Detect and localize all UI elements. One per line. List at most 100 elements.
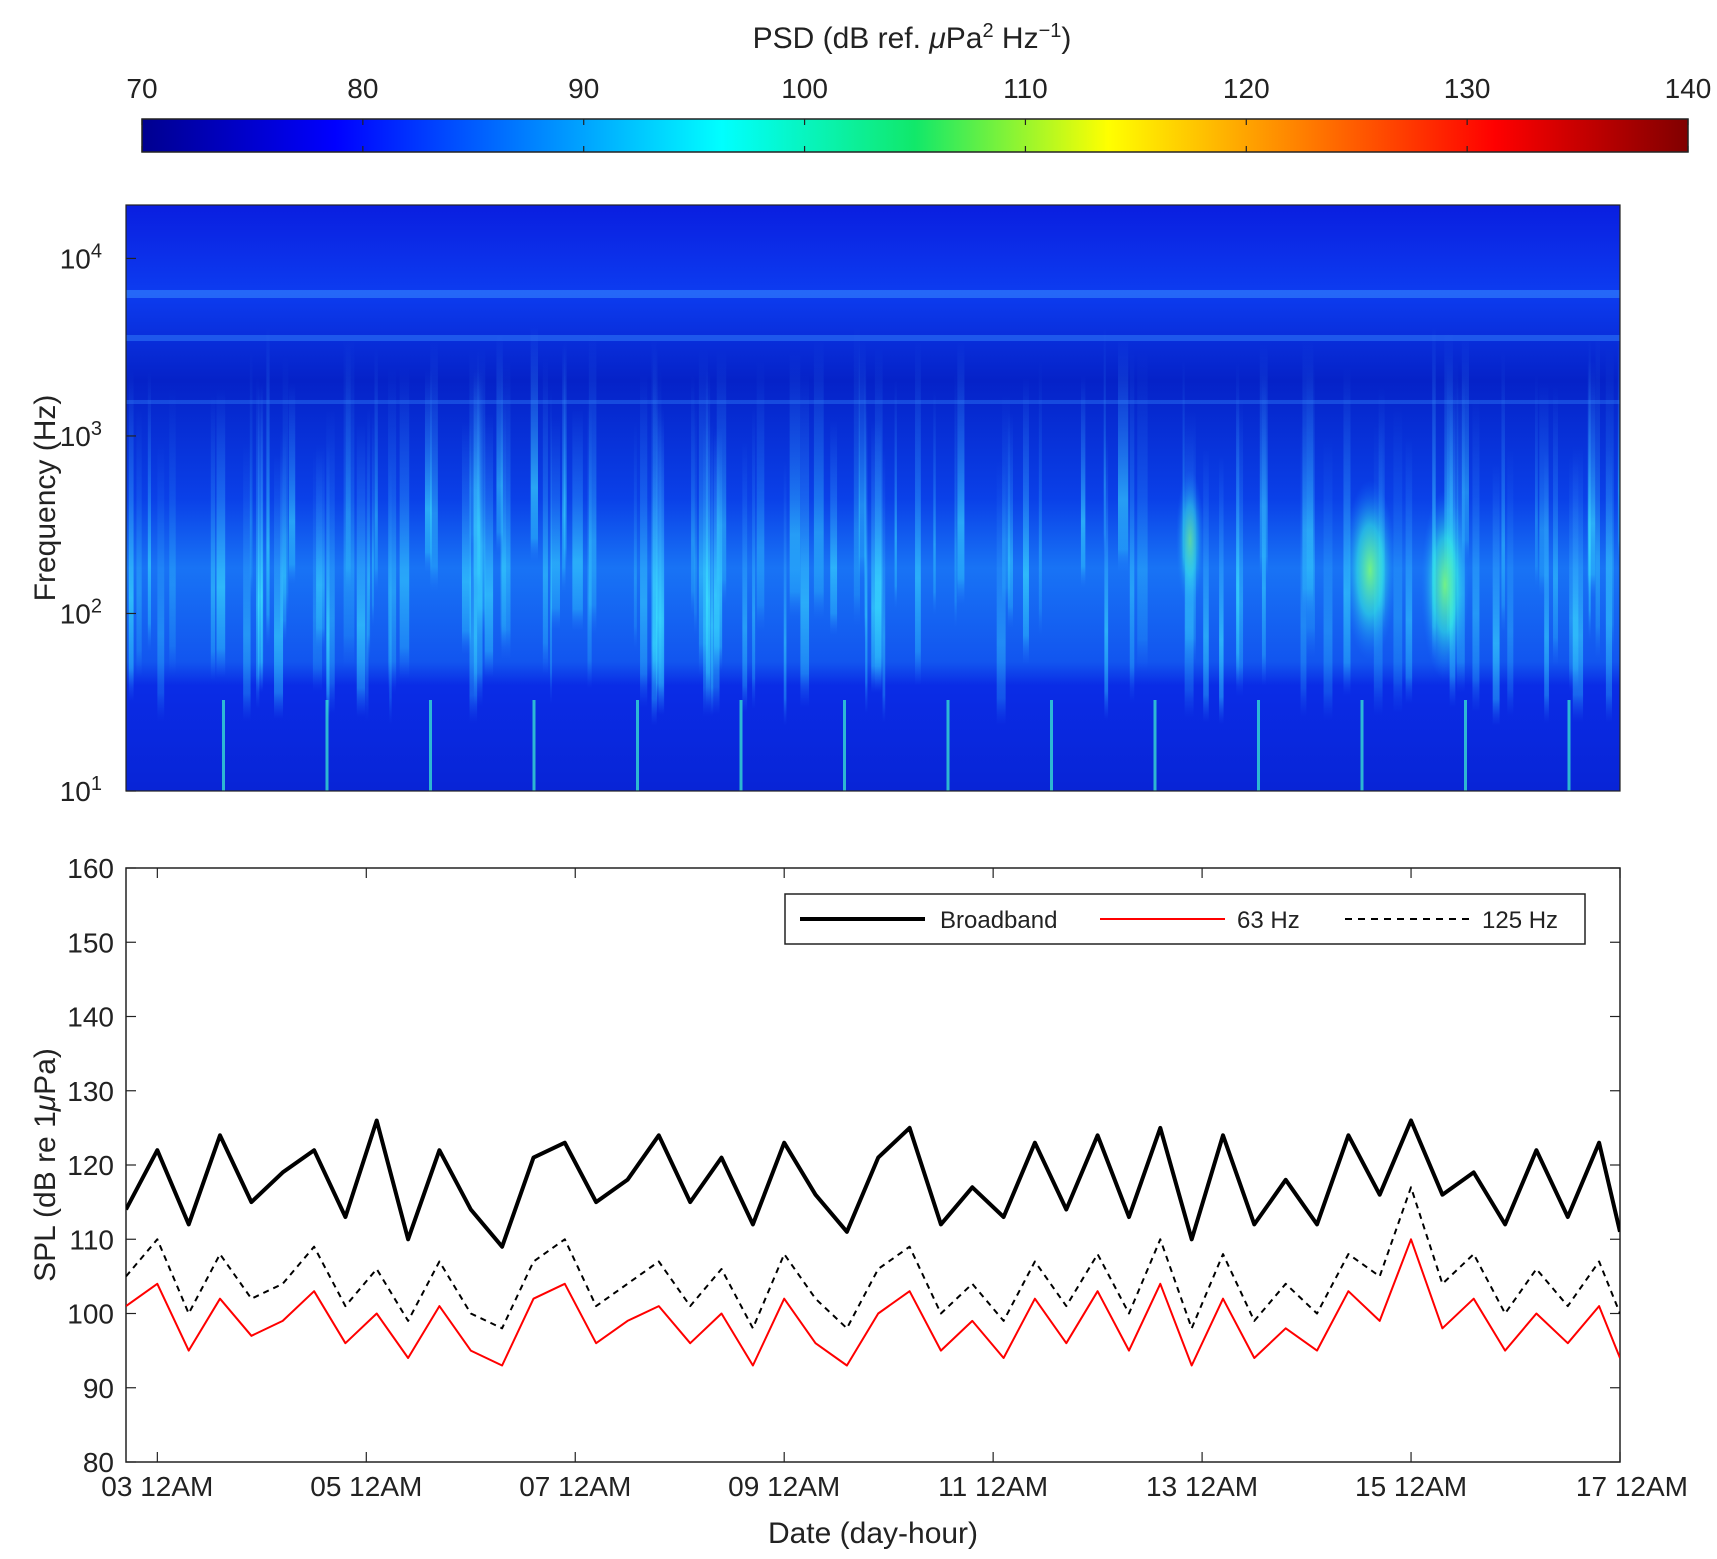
spectrogram-streak (210, 394, 216, 752)
spectrogram-streak (865, 403, 868, 791)
low-frequency-pulses (222, 700, 1571, 791)
line-x-tick-label: 07 12AM (519, 1471, 631, 1502)
spectrogram-streak (752, 406, 756, 785)
spectrogram-streak (1219, 455, 1224, 791)
spectrogram-streak (1302, 341, 1314, 685)
spectrogram-streak (501, 360, 511, 734)
colorbar-tick-label: 130 (1444, 73, 1491, 104)
spectrogram-streak (461, 422, 471, 713)
spectrogram-streak (1393, 404, 1403, 791)
spectrogram-streak (716, 349, 727, 669)
spectrogram-streak (874, 345, 883, 778)
tonal-band-lower (126, 400, 1620, 404)
line-y-tick-label: 160 (67, 853, 114, 884)
spectrogram-streak (1569, 455, 1579, 752)
legend-label-125hz: 125 Hz (1482, 907, 1558, 934)
hotspot-13 (1176, 470, 1204, 610)
low-frequency-pulse (1257, 700, 1260, 791)
line-y-tick-label: 80 (83, 1447, 114, 1478)
spectrogram-streak (257, 385, 263, 770)
low-frequency-pulse (1567, 700, 1571, 791)
spectrogram-streak (274, 454, 284, 786)
spectrogram-streak (693, 397, 697, 696)
colorbar-tick-label: 120 (1223, 73, 1270, 104)
spectrogram-streak (266, 326, 270, 727)
spectrogram-streak (651, 461, 657, 791)
line-y-tick-label: 90 (83, 1373, 114, 1404)
spectrogram-frame (125, 204, 1621, 792)
spectrogram-streak (1236, 398, 1244, 771)
spectrogram-streak (484, 413, 494, 743)
spectrogram-streak (698, 348, 709, 759)
spectrogram-streak (157, 441, 165, 791)
spectrogram-streak (1080, 375, 1086, 641)
spectrogram-streak (756, 360, 765, 700)
line-series (126, 1118, 1620, 1367)
spectrogram-streak (343, 336, 355, 752)
low-frequency-pulse (1050, 700, 1053, 791)
spectrogram-streak (588, 333, 597, 710)
spectrogram-streak (249, 351, 253, 662)
spectrogram-streak (830, 419, 838, 689)
spectrogram-y-tick-label: 103 (60, 418, 102, 452)
line-chart-panel: 80 90 100 110 120 130 140 150 160 03 12AM 05 12AM… (29, 853, 1688, 1550)
colorbar-tick-label: 140 (1665, 73, 1712, 104)
spectrogram-streak (882, 448, 886, 791)
spectrogram-panel: 101 102 103 104 Frequency (Hz) (29, 204, 1621, 807)
legend: Broadband 63 Hz 125 Hz (784, 893, 1586, 945)
spectrogram-streak (954, 370, 957, 692)
spectrogram-streak (326, 407, 335, 791)
spectrogram-streak (1617, 328, 1620, 624)
low-frequency-pulse (843, 700, 846, 791)
tonal-band-mid (126, 335, 1620, 341)
spectrogram-y-tick-label: 101 (60, 773, 102, 807)
spectrogram-streak (705, 368, 711, 791)
spectrogram-streak (658, 417, 665, 791)
spectrogram-streak (1022, 377, 1029, 736)
spectrogram-streak (1553, 386, 1558, 736)
low-frequency-pulse (1153, 700, 1157, 791)
line-y-ticks: 80 90 100 110 120 130 140 150 160 (67, 853, 1620, 1478)
low-frequency-pulse (1360, 700, 1364, 791)
spectrogram-streak (957, 342, 965, 671)
low-frequency-pulse (1464, 700, 1467, 791)
spectrogram-streak (430, 341, 438, 654)
spectrogram-streak (288, 383, 296, 635)
spectrogram-streak (1544, 448, 1549, 791)
colorbar-tick-label: 100 (781, 73, 828, 104)
spectrogram-streak (1587, 359, 1596, 658)
low-frequency-pulse (946, 700, 950, 791)
low-frequency-pulse (739, 700, 743, 791)
spectrogram-streak (365, 439, 369, 791)
spectrogram-streak (1588, 338, 1591, 716)
spectrogram-streak (147, 370, 152, 722)
spectrogram-streak (356, 422, 366, 791)
colorbar-gradient (141, 118, 1689, 153)
spectrogram-streak (783, 461, 787, 791)
legend-label-broadband: Broadband (940, 907, 1057, 934)
spectrogram-streak (1323, 436, 1333, 791)
spectrogram-y-tick-label: 104 (60, 240, 102, 274)
spectrogram-streak (1261, 373, 1266, 765)
colorbar-tick-label: 70 (126, 73, 157, 104)
spectrogram-streak (1038, 360, 1042, 706)
spectrogram-streak (1203, 447, 1209, 791)
spectrogram-streak (915, 341, 921, 772)
line-x-tick-label: 15 12AM (1355, 1471, 1467, 1502)
spectrogram-streak (813, 339, 824, 690)
series-line-broadband (126, 1118, 1620, 1249)
hotspot-15 (1344, 480, 1396, 660)
line-y-tick-label: 130 (67, 1076, 114, 1107)
spectrogram-streak (1117, 338, 1129, 631)
spectrogram-streak (1539, 382, 1549, 650)
spectrogram-streak (1501, 351, 1505, 704)
line-chart-ylabel: SPL (dB re 1μPa) (29, 1048, 62, 1282)
spectrogram-streak (933, 389, 936, 672)
spectrogram-streak (691, 375, 695, 676)
spectrogram-streak (1492, 463, 1500, 791)
low-frequency-pulse (429, 700, 432, 791)
line-y-tick-label: 150 (67, 927, 114, 958)
line-x-ticks: 03 12AM 05 12AM 07 12AM 09 12AM 11 12AM 13 12… (101, 868, 1688, 1502)
line-x-tick-label: 03 12AM (101, 1471, 213, 1502)
